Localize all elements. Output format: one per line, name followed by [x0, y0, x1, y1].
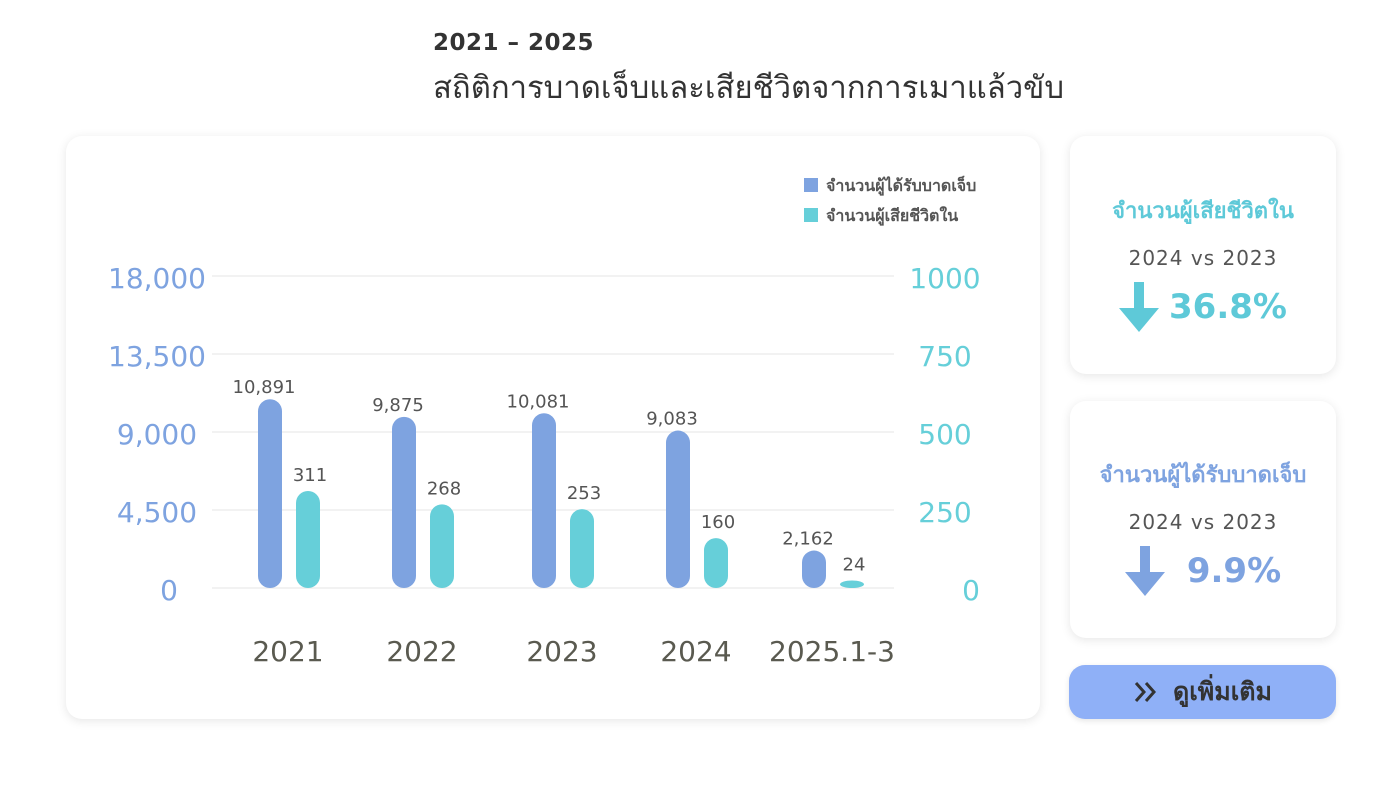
- right-axis-tick-label: 500: [918, 418, 971, 451]
- bar-injured: [392, 416, 416, 588]
- page-header: 2021 – 2025 สถิติการบาดเจ็บและเสียชีวิตจ…: [433, 30, 1064, 112]
- bar-deaths: [430, 504, 454, 588]
- bar-injured: [532, 413, 556, 588]
- right-axis-tick-label: 250: [918, 496, 971, 529]
- data-label-injured: 9,083: [646, 409, 698, 430]
- data-label-deaths: 253: [567, 483, 601, 504]
- double-chevron-right-icon: [1134, 682, 1157, 702]
- bar-injured: [802, 550, 826, 588]
- left-axis-tick-label: 18,000: [108, 262, 206, 295]
- legend-label-deaths: จำนวนผู้เสียชีวิตใน: [826, 206, 958, 227]
- deaths-stat-title: จำนวนผู้เสียชีวิตใน: [1112, 199, 1294, 224]
- injuries-stat-card: จำนวนผู้ได้รับบาดเจ็บ 2024 vs 2023 9.9%: [1070, 401, 1336, 638]
- legend-swatch-injured: [804, 178, 818, 192]
- year-range: 2021 – 2025: [433, 30, 595, 56]
- bar-deaths: [570, 509, 594, 588]
- bar-injured: [258, 399, 282, 588]
- chart-card: 0 0 4,500 250 9,000 500 13,500 750 18,000 1000 10,…: [66, 136, 1040, 719]
- data-label-deaths: 24: [843, 555, 866, 576]
- bar-chart: 0 0 4,500 250 9,000 500 13,500 750 18,000 1000 10,…: [108, 174, 981, 668]
- x-axis-tick-label: 2023: [526, 635, 597, 668]
- injuries-stat-percent: 9.9%: [1186, 551, 1282, 591]
- deaths-stat-compare: 2024 vs 2023: [1128, 246, 1278, 270]
- arrow-down-icon: [1119, 282, 1160, 332]
- right-axis-tick-label: 0: [962, 574, 980, 607]
- left-axis-tick-label: 13,500: [108, 340, 206, 373]
- data-label-deaths: 311: [293, 465, 327, 486]
- arrow-down-icon: [1124, 546, 1165, 596]
- injuries-stat-compare: 2024 vs 2023: [1128, 510, 1278, 534]
- right-axis-tick-label: 750: [918, 340, 971, 373]
- bar-deaths: [704, 538, 728, 588]
- x-axis-tick-label: 2021: [252, 635, 323, 668]
- data-label-deaths: 268: [427, 478, 461, 499]
- data-label-injured: 2,162: [782, 529, 834, 550]
- see-more-label: ดูเพิ่มเติม: [1173, 677, 1272, 706]
- legend-swatch-deaths: [804, 208, 818, 222]
- x-axis-tick-label: 2022: [386, 635, 457, 668]
- left-axis-tick-label: 0: [160, 574, 178, 607]
- x-axis-tick-label: 2025.1-3: [769, 635, 895, 668]
- data-label-injured: 10,081: [507, 391, 570, 412]
- data-label-deaths: 160: [701, 512, 735, 533]
- left-axis-tick-label: 9,000: [117, 418, 197, 451]
- injuries-stat-title: จำนวนผู้ได้รับบาดเจ็บ: [1099, 463, 1307, 488]
- bar-injured: [666, 430, 690, 588]
- bar-deaths: [296, 490, 320, 588]
- see-more-button[interactable]: ดูเพิ่มเติม: [1069, 665, 1336, 719]
- data-label-injured: 10,891: [233, 377, 296, 398]
- right-axis-tick-label: 1000: [909, 262, 980, 295]
- left-axis-tick-label: 4,500: [117, 496, 197, 529]
- bar-deaths: [840, 580, 864, 588]
- data-label-injured: 9,875: [372, 395, 424, 416]
- x-axis-tick-label: 2024: [660, 635, 731, 668]
- deaths-stat-card: จำนวนผู้เสียชีวิตใน 2024 vs 2023 36.8%: [1070, 136, 1336, 374]
- legend-label-injured: จำนวนผู้ได้รับบาดเจ็บ: [826, 174, 976, 197]
- deaths-stat-percent: 36.8%: [1169, 287, 1287, 327]
- page-title: สถิติการบาดเจ็บและเสียชีวิตจากการเมาแล้ว…: [433, 70, 1065, 106]
